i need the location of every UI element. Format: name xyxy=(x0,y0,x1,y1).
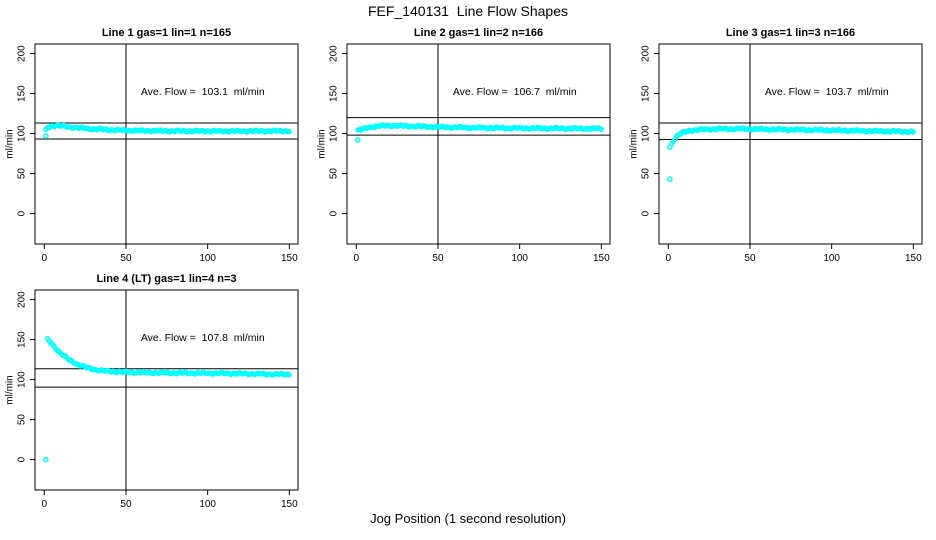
ave-flow-label: Ave. Flow = 103.1 ml/min xyxy=(141,86,265,98)
panel-3-chart: Line 3 gas=1 lin=3 n=166 0 50 100 150 200 0 50 1… xyxy=(629,27,923,264)
x-tick-label: 0 xyxy=(666,253,672,264)
x-tick-label: 50 xyxy=(120,499,132,510)
figure-title: FEF_140131 Line Flow Shapes xyxy=(367,3,568,19)
x-tick-label: 150 xyxy=(905,253,922,264)
plot-box xyxy=(658,43,923,245)
y-tick-label: 50 xyxy=(17,414,28,426)
data-points xyxy=(667,125,916,182)
x-axis-label: Jog Position (1 second resolution) xyxy=(370,511,566,526)
y-tick-label: 0 xyxy=(329,210,340,216)
data-points xyxy=(355,122,604,143)
x-tick-label: 50 xyxy=(744,253,756,264)
ave-flow-label: Ave. Flow = 106.7 ml/min xyxy=(453,86,577,98)
y-tick-label: 100 xyxy=(17,125,28,142)
panel-line-2: Line 2 gas=1 lin=2 n=166 0 50 100 150 200 0 50 1… xyxy=(312,20,624,266)
panel-title: Line 2 gas=1 lin=2 n=166 xyxy=(414,27,543,39)
x-tick-label: 100 xyxy=(511,253,528,264)
panel-title: Line 3 gas=1 lin=3 n=166 xyxy=(726,27,855,39)
x-tick-label: 0 xyxy=(42,499,48,510)
x-tick-label: 0 xyxy=(354,253,360,264)
outlier-point xyxy=(43,133,49,139)
x-tick-label: 150 xyxy=(593,253,610,264)
x-tick-label: 150 xyxy=(281,253,298,264)
y-tick-label: 200 xyxy=(641,45,652,62)
data-points xyxy=(43,335,292,463)
x-tick-label: 100 xyxy=(823,253,840,264)
y-axis-label: ml/min xyxy=(629,129,640,158)
y-tick-label: 150 xyxy=(17,85,28,102)
panel-2-chart: Line 2 gas=1 lin=2 n=166 0 50 100 150 200 0 50 1… xyxy=(317,27,611,264)
outlier-point xyxy=(355,137,361,143)
ave-flow-label: Ave. Flow = 103.7 ml/min xyxy=(765,86,889,98)
y-tick-label: 100 xyxy=(641,125,652,142)
outlier-point xyxy=(667,144,673,150)
y-tick-label: 200 xyxy=(17,45,28,62)
y-tick-label: 50 xyxy=(641,168,652,180)
y-tick-label: 100 xyxy=(329,125,340,142)
panel-line-3: Line 3 gas=1 lin=3 n=166 0 50 100 150 200 0 50 1… xyxy=(624,20,936,266)
panel-line-1: Line 1 gas=1 lin=1 n=165 0 50 100 150 200 0 50 1… xyxy=(0,20,312,266)
y-tick-label: 150 xyxy=(329,85,340,102)
x-tick-label: 150 xyxy=(281,499,298,510)
x-tick-label: 100 xyxy=(199,253,216,264)
plot-box xyxy=(346,43,611,245)
y-tick-label: 0 xyxy=(641,210,652,216)
ave-flow-label: Ave. Flow = 107.8 ml/min xyxy=(141,332,265,344)
y-tick-label: 50 xyxy=(329,168,340,180)
y-tick-label: 50 xyxy=(17,168,28,180)
y-axis-label: ml/min xyxy=(317,129,328,158)
y-tick-label: 100 xyxy=(17,371,28,388)
panel-title: Line 1 gas=1 lin=1 n=165 xyxy=(102,27,231,39)
panel-title: Line 4 (LT) gas=1 lin=4 n=3 xyxy=(96,273,236,285)
x-tick-label: 50 xyxy=(120,253,132,264)
x-tick-label: 0 xyxy=(42,253,48,264)
panel-line-4: Line 4 (LT) gas=1 lin=4 n=3 0 50 100 150 200 0… xyxy=(0,266,312,512)
y-tick-label: 0 xyxy=(17,210,28,216)
y-axis-label: ml/min xyxy=(5,129,16,158)
panel-4-chart: Line 4 (LT) gas=1 lin=4 n=3 0 50 100 150 200 0… xyxy=(5,273,299,510)
plot-box xyxy=(34,43,299,245)
y-axis-label: ml/min xyxy=(5,375,16,404)
outlier-point xyxy=(43,456,49,463)
data-points xyxy=(43,122,292,139)
y-tick-label: 150 xyxy=(17,331,28,348)
y-tick-label: 200 xyxy=(329,45,340,62)
plot-box xyxy=(34,289,299,491)
y-tick-label: 150 xyxy=(641,85,652,102)
panel-1-chart: Line 1 gas=1 lin=1 n=165 0 50 100 150 200 0 50 1… xyxy=(5,27,299,264)
x-tick-label: 100 xyxy=(199,499,216,510)
outlier-point xyxy=(667,176,673,182)
x-tick-label: 50 xyxy=(432,253,444,264)
y-tick-label: 200 xyxy=(17,291,28,308)
y-tick-label: 0 xyxy=(17,456,28,462)
